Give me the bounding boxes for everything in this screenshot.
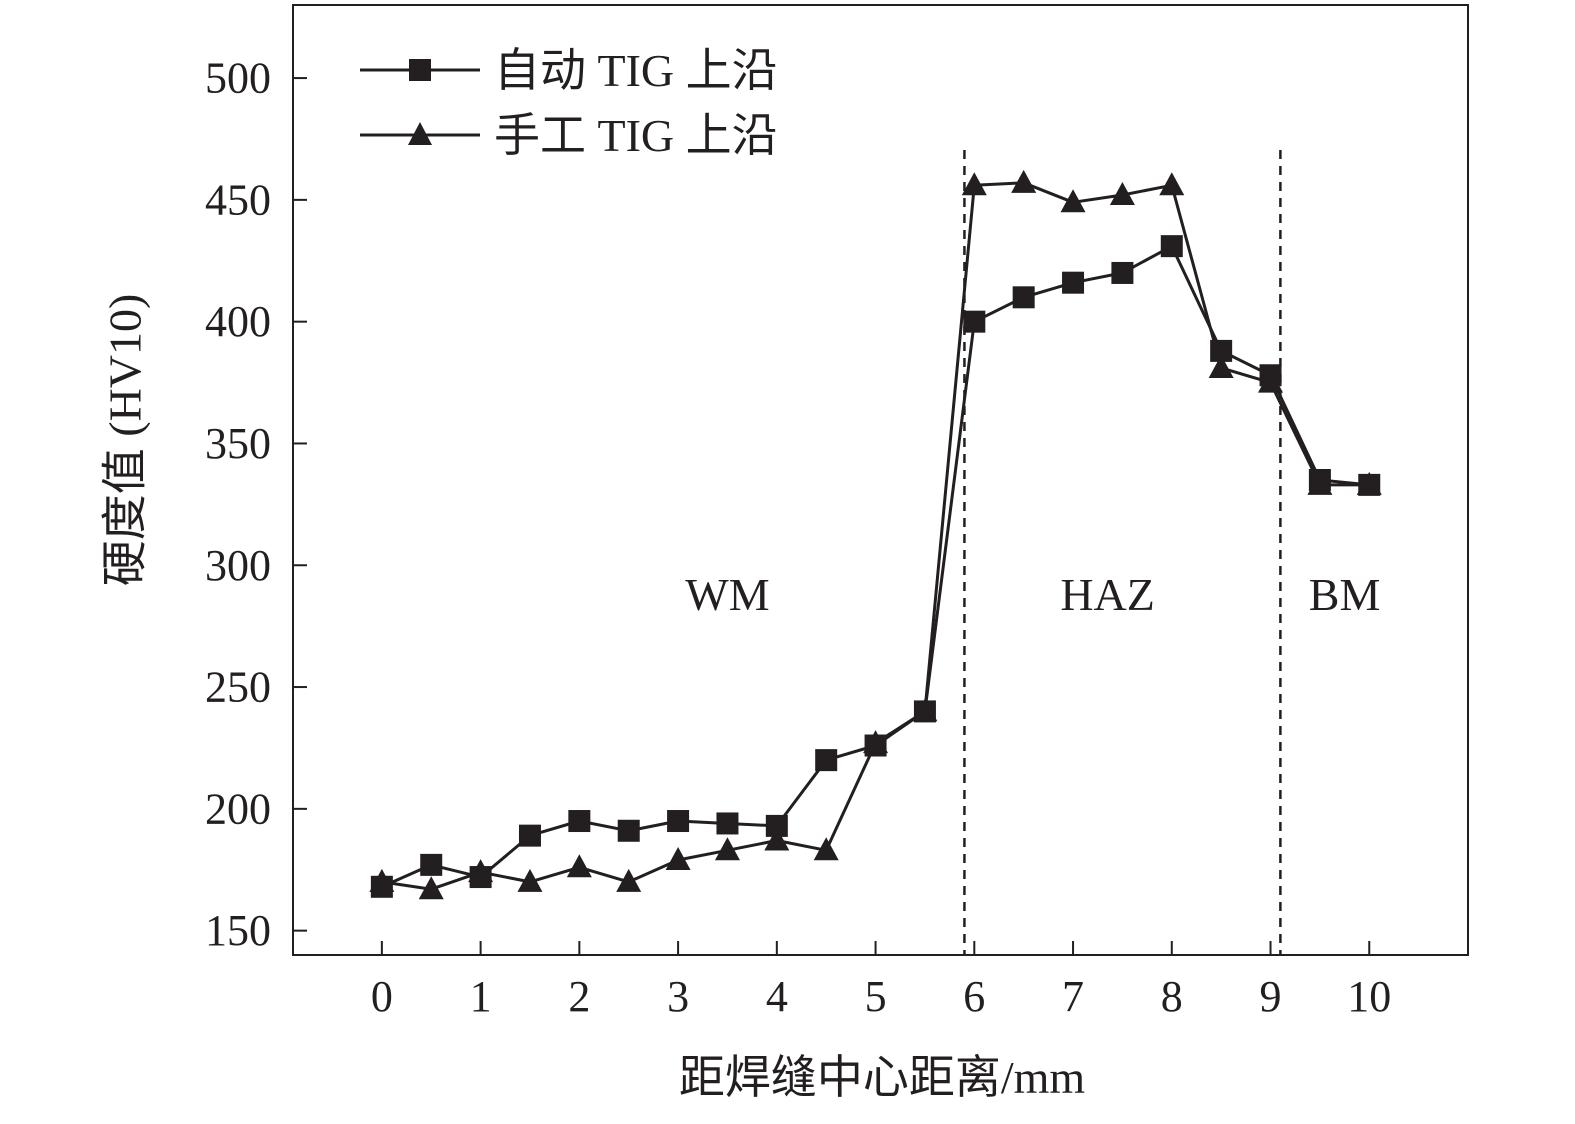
y-tick-label: 300 xyxy=(205,541,271,590)
y-tick-label: 350 xyxy=(205,419,271,468)
data-point-square xyxy=(1111,261,1134,284)
data-point-triangle xyxy=(1109,182,1135,205)
data-point-square xyxy=(716,812,739,835)
data-point-square xyxy=(1012,286,1035,309)
legend-square-marker xyxy=(409,59,431,81)
data-point-square xyxy=(963,310,986,333)
data-point-triangle xyxy=(961,172,987,196)
data-point-triangle xyxy=(369,868,395,892)
x-tick-label: 0 xyxy=(371,972,393,1021)
region-label-wm: WM xyxy=(685,569,769,620)
data-point-square xyxy=(1062,271,1085,294)
data-point-triangle xyxy=(1208,354,1234,378)
y-tick-label: 200 xyxy=(205,784,271,833)
plot-frame xyxy=(292,4,1469,956)
data-point-triangle xyxy=(616,868,642,892)
x-tick-label: 1 xyxy=(470,972,492,1021)
series-line xyxy=(381,181,1370,891)
x-tick-label: 5 xyxy=(865,972,887,1021)
data-point-triangle xyxy=(1011,169,1037,193)
data-point-triangle xyxy=(1307,471,1333,495)
data-point-triangle xyxy=(517,868,543,892)
legend-item-manual-tig: 手工 TIG 上沿 xyxy=(360,110,778,161)
legend-item-auto-tig: 自动 TIG 上沿 xyxy=(360,45,778,96)
data-point-triangle xyxy=(912,698,938,722)
data-point-triangle xyxy=(1258,369,1284,393)
legend-triangle-marker xyxy=(408,122,432,145)
region-label-haz: HAZ xyxy=(1060,569,1155,620)
data-point-square xyxy=(518,824,541,847)
data-point-triangle xyxy=(1060,189,1086,213)
data-point-triangle xyxy=(863,730,889,754)
x-tick-label: 7 xyxy=(1062,972,1084,1021)
x-axis-title: 距焊缝中心距离/mm xyxy=(679,1052,1086,1103)
y-tick-label: 250 xyxy=(205,663,271,712)
data-point-triangle xyxy=(1159,172,1185,196)
y-tick-label: 150 xyxy=(205,906,271,955)
data-point-triangle xyxy=(566,854,592,878)
x-tick-label: 10 xyxy=(1347,972,1391,1021)
y-tick-label: 500 xyxy=(205,54,271,103)
y-axis-title: 硬度值 (HV10) xyxy=(100,294,151,587)
x-tick-label: 3 xyxy=(667,972,689,1021)
y-tick-label: 450 xyxy=(205,175,271,224)
data-point-triangle xyxy=(813,837,839,861)
data-point-triangle xyxy=(764,827,790,851)
data-point-square xyxy=(667,810,690,833)
data-point-triangle xyxy=(665,847,691,870)
data-point-square xyxy=(1160,235,1183,258)
y-tick-label: 400 xyxy=(205,297,271,346)
data-point-triangle xyxy=(1356,471,1382,495)
x-tick-label: 9 xyxy=(1260,972,1282,1021)
legend-label-auto-tig: 自动 TIG 上沿 xyxy=(494,45,778,96)
data-point-square xyxy=(765,814,788,837)
region-label-bm: BM xyxy=(1309,569,1381,620)
data-point-square xyxy=(815,749,838,772)
data-point-square xyxy=(617,819,640,842)
legend-label-manual-tig: 手工 TIG 上沿 xyxy=(494,110,778,161)
series-auto-tig xyxy=(370,235,1381,898)
x-tick-label: 6 xyxy=(963,972,985,1021)
data-point-triangle xyxy=(468,859,494,883)
data-point-square xyxy=(420,853,443,876)
series-manual-tig xyxy=(369,169,1382,900)
data-point-square xyxy=(568,810,591,833)
data-point-triangle xyxy=(714,837,740,861)
data-point-triangle xyxy=(418,876,444,900)
x-tick-label: 2 xyxy=(568,972,590,1021)
x-tick-label: 4 xyxy=(766,972,788,1021)
x-tick-label: 8 xyxy=(1161,972,1183,1021)
legend: 自动 TIG 上沿 手工 TIG 上沿 xyxy=(360,45,778,161)
